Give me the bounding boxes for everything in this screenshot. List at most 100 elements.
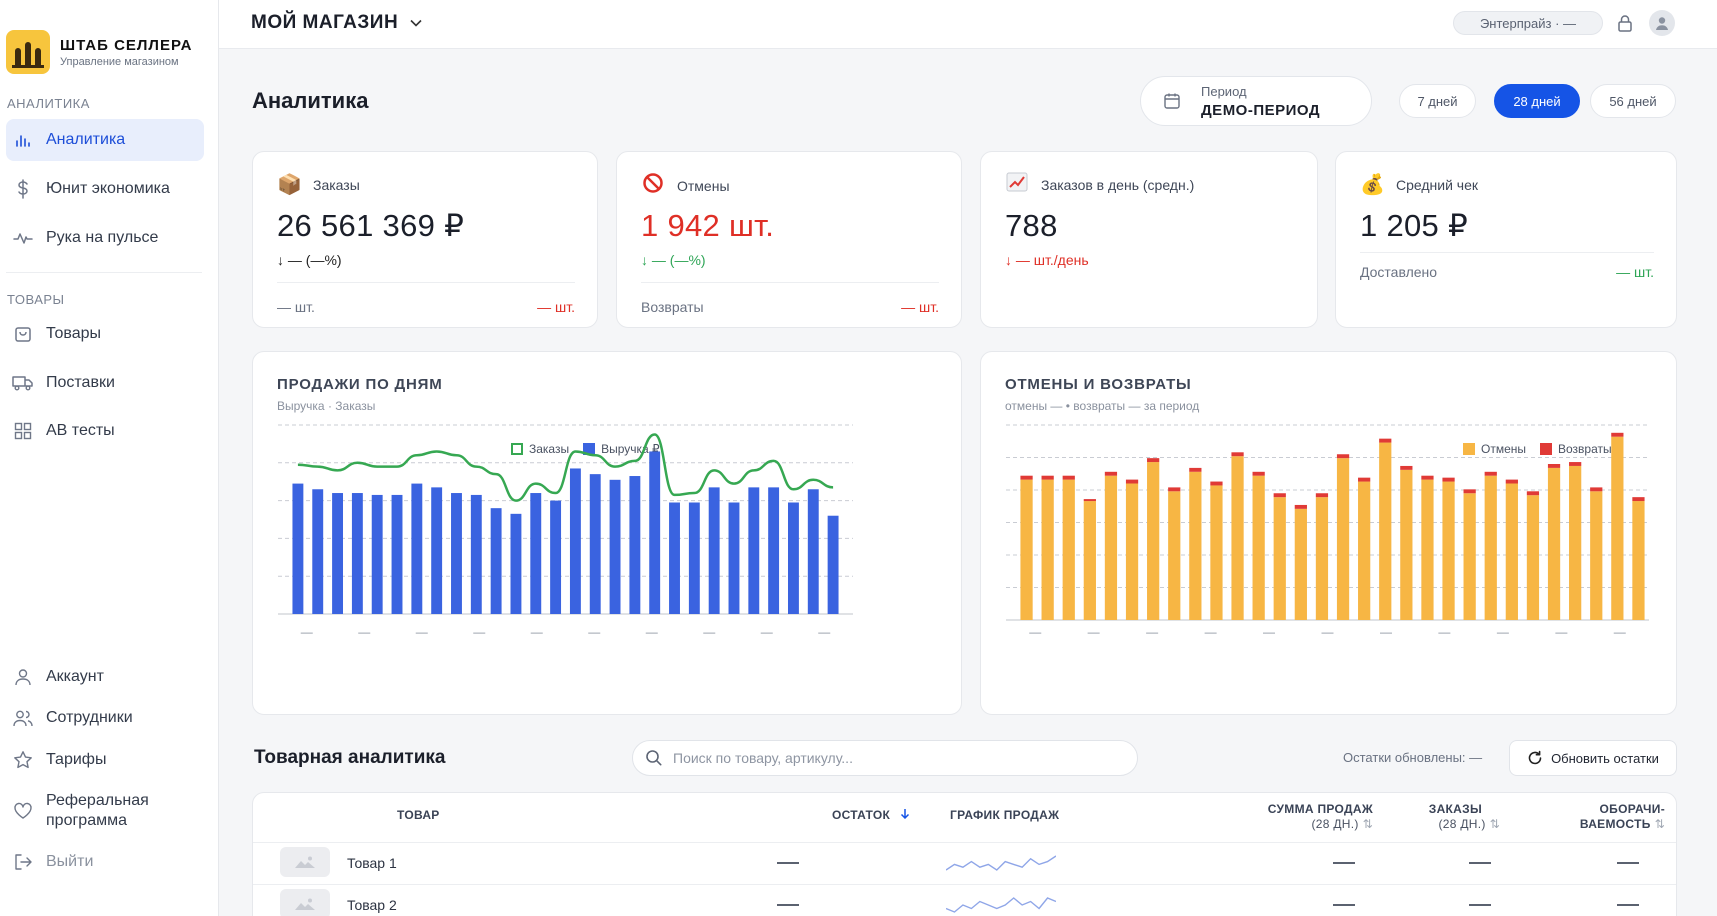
sales-chart-plot: — — — — — — — — — — — [278, 424, 853, 639]
lock-icon[interactable] — [1612, 10, 1638, 36]
truck-icon — [10, 372, 36, 394]
sparkline-path — [946, 855, 1056, 871]
x-tick-label: — — [301, 625, 313, 639]
col-turnover[interactable]: ОБОРАЧИ- ВАЕМОСТЬ ⇅ — [1553, 802, 1665, 832]
product-table: ТОВАР ОСТАТОК ГРАФИК ПРОДАЖ СУММА ПРОДАЖ… — [252, 792, 1677, 916]
table-row[interactable]: Товар 1 — [253, 843, 1676, 884]
store-selector[interactable]: МОЙ МАГАЗИН — [251, 12, 422, 34]
money-bag-icon: 💰 — [1360, 174, 1385, 196]
returns-bar — [1569, 462, 1582, 466]
kpi-value: 1 205 ₽ — [1360, 208, 1469, 243]
cancels-bar — [1294, 508, 1307, 620]
kpi-title: Средний чек — [1396, 176, 1479, 193]
bar-chart-icon — [10, 129, 36, 151]
cancels-bar — [1632, 501, 1645, 620]
legend-swatch-revenue — [583, 443, 596, 455]
x-tick-label: — — [1029, 625, 1041, 639]
cancels-bar — [1189, 471, 1202, 620]
plan-badge[interactable]: Энтерпрайз · — — [1453, 11, 1603, 35]
returns-bar — [1125, 479, 1139, 484]
period-7-days-button[interactable]: 7 дней — [1399, 84, 1476, 118]
returns-bar — [1294, 504, 1307, 509]
sidebar-item-label: AB тесты — [46, 422, 115, 439]
stock-value — [777, 904, 799, 906]
refresh-icon — [1528, 750, 1542, 765]
cancels-bar — [1125, 483, 1139, 620]
col-orders[interactable]: ЗАКАЗЫ (28 ДН.) ⇅ — [1418, 802, 1500, 832]
x-tick-label: — — [416, 625, 428, 639]
col-sales-sum[interactable]: СУММА ПРОДАЖ (28 ДН.) ⇅ — [1223, 802, 1373, 832]
revenue-bar — [431, 487, 443, 614]
period-28-days-button[interactable]: 28 дней — [1494, 84, 1580, 118]
period-selector[interactable]: Период ДЕМО-ПЕРИОД — [1140, 76, 1372, 126]
search-input[interactable] — [673, 750, 1113, 766]
returns-bar — [1358, 477, 1371, 482]
revenue-bar — [490, 508, 502, 614]
kpi-change: ↓ — шт./день — [1005, 252, 1089, 268]
returns-bar — [1020, 475, 1033, 480]
x-tick-label: — — [703, 625, 715, 639]
sidebar-item-goods[interactable]: Товары — [6, 313, 204, 355]
avatar[interactable] — [1649, 10, 1675, 36]
brand-title: ШТАБ СЕЛЛЕРА — [60, 36, 193, 54]
revenue-bar — [351, 493, 363, 614]
cancels-bar — [1147, 462, 1160, 620]
sidebar-item-account[interactable]: Аккаунт — [6, 656, 204, 698]
sales-sum-value — [1333, 862, 1355, 864]
revenue-bar — [391, 494, 403, 614]
star-icon — [10, 749, 36, 771]
revenue-bar — [708, 487, 720, 614]
sidebar-item-employees[interactable]: Сотрудники — [6, 697, 204, 739]
returns-bar — [1189, 467, 1202, 472]
orders-value — [1469, 904, 1491, 906]
sidebar-item-referral[interactable]: Реферальная программа — [6, 787, 204, 835]
sidebar-item-pulse[interactable]: Рука на пульсе — [6, 217, 204, 259]
sidebar-item-label: Аккаунт — [46, 668, 104, 685]
legend-swatch-returns — [1540, 443, 1553, 455]
legend-returns: Возвраты — [1558, 442, 1612, 456]
returns-bar — [1315, 493, 1329, 498]
kpi-foot-left: Возвраты — [641, 299, 704, 315]
refresh-stock-button[interactable]: Обновить остатки — [1509, 740, 1677, 776]
kpi-title: Отмены — [677, 178, 730, 194]
sidebar-item-ab-tests[interactable]: AB тесты — [6, 410, 204, 452]
returns-bar — [1147, 458, 1160, 463]
col-turnover-sub: ВАЕМОСТЬ — [1579, 817, 1651, 831]
pulse-icon — [10, 227, 36, 249]
sidebar-item-unit-economics[interactable]: Юнит экономика — [6, 168, 204, 210]
store-name: МОЙ МАГАЗИН — [251, 12, 399, 33]
section-analytics-label: АНАЛИТИКА — [7, 96, 90, 111]
sidebar-item-analytics[interactable]: Аналитика — [6, 119, 204, 161]
turnover-value — [1617, 904, 1639, 906]
x-tick-label: — — [531, 625, 543, 639]
revenue-bar — [609, 479, 621, 614]
users-icon — [10, 707, 36, 729]
kpi-foot-right: — шт. — [901, 299, 939, 315]
logout-icon — [10, 851, 36, 873]
returns-bar — [1484, 471, 1497, 476]
x-tick-label: — — [761, 625, 773, 639]
turnover-value — [1617, 862, 1639, 864]
col-stock[interactable]: ОСТАТОК — [832, 808, 910, 823]
arrow-down-icon — [900, 809, 909, 820]
legend-swatch-orders — [511, 443, 523, 455]
kpi-title: Заказы — [313, 176, 360, 193]
revenue-bar — [550, 500, 562, 614]
returns-bar — [1611, 432, 1624, 437]
x-tick-label: — — [1205, 625, 1217, 639]
brand[interactable]: ШТАБ СЕЛЛЕРА Управление магазином — [6, 30, 192, 74]
sidebar-item-logout[interactable]: Выйти — [6, 841, 204, 883]
sort-icon: ⇅ — [1654, 817, 1665, 831]
x-tick-label: — — [1555, 625, 1567, 639]
sidebar-item-tariffs[interactable]: Тарифы — [6, 739, 204, 781]
table-row[interactable]: Товар 2 — [253, 885, 1676, 916]
revenue-bar — [728, 502, 740, 614]
sidebar-item-supplies[interactable]: Поставки — [6, 362, 204, 404]
cancels-bar — [1590, 491, 1603, 620]
col-product[interactable]: ТОВАР — [397, 808, 440, 822]
period-56-days-button[interactable]: 56 дней — [1590, 84, 1676, 118]
orders-value — [1469, 862, 1491, 864]
product-search[interactable] — [632, 740, 1138, 776]
kpi-title: Заказов в день (средн.) — [1041, 177, 1195, 193]
kpi-per-day-card: Заказов в день (средн.) 788 ↓ — шт./день — [980, 151, 1318, 328]
